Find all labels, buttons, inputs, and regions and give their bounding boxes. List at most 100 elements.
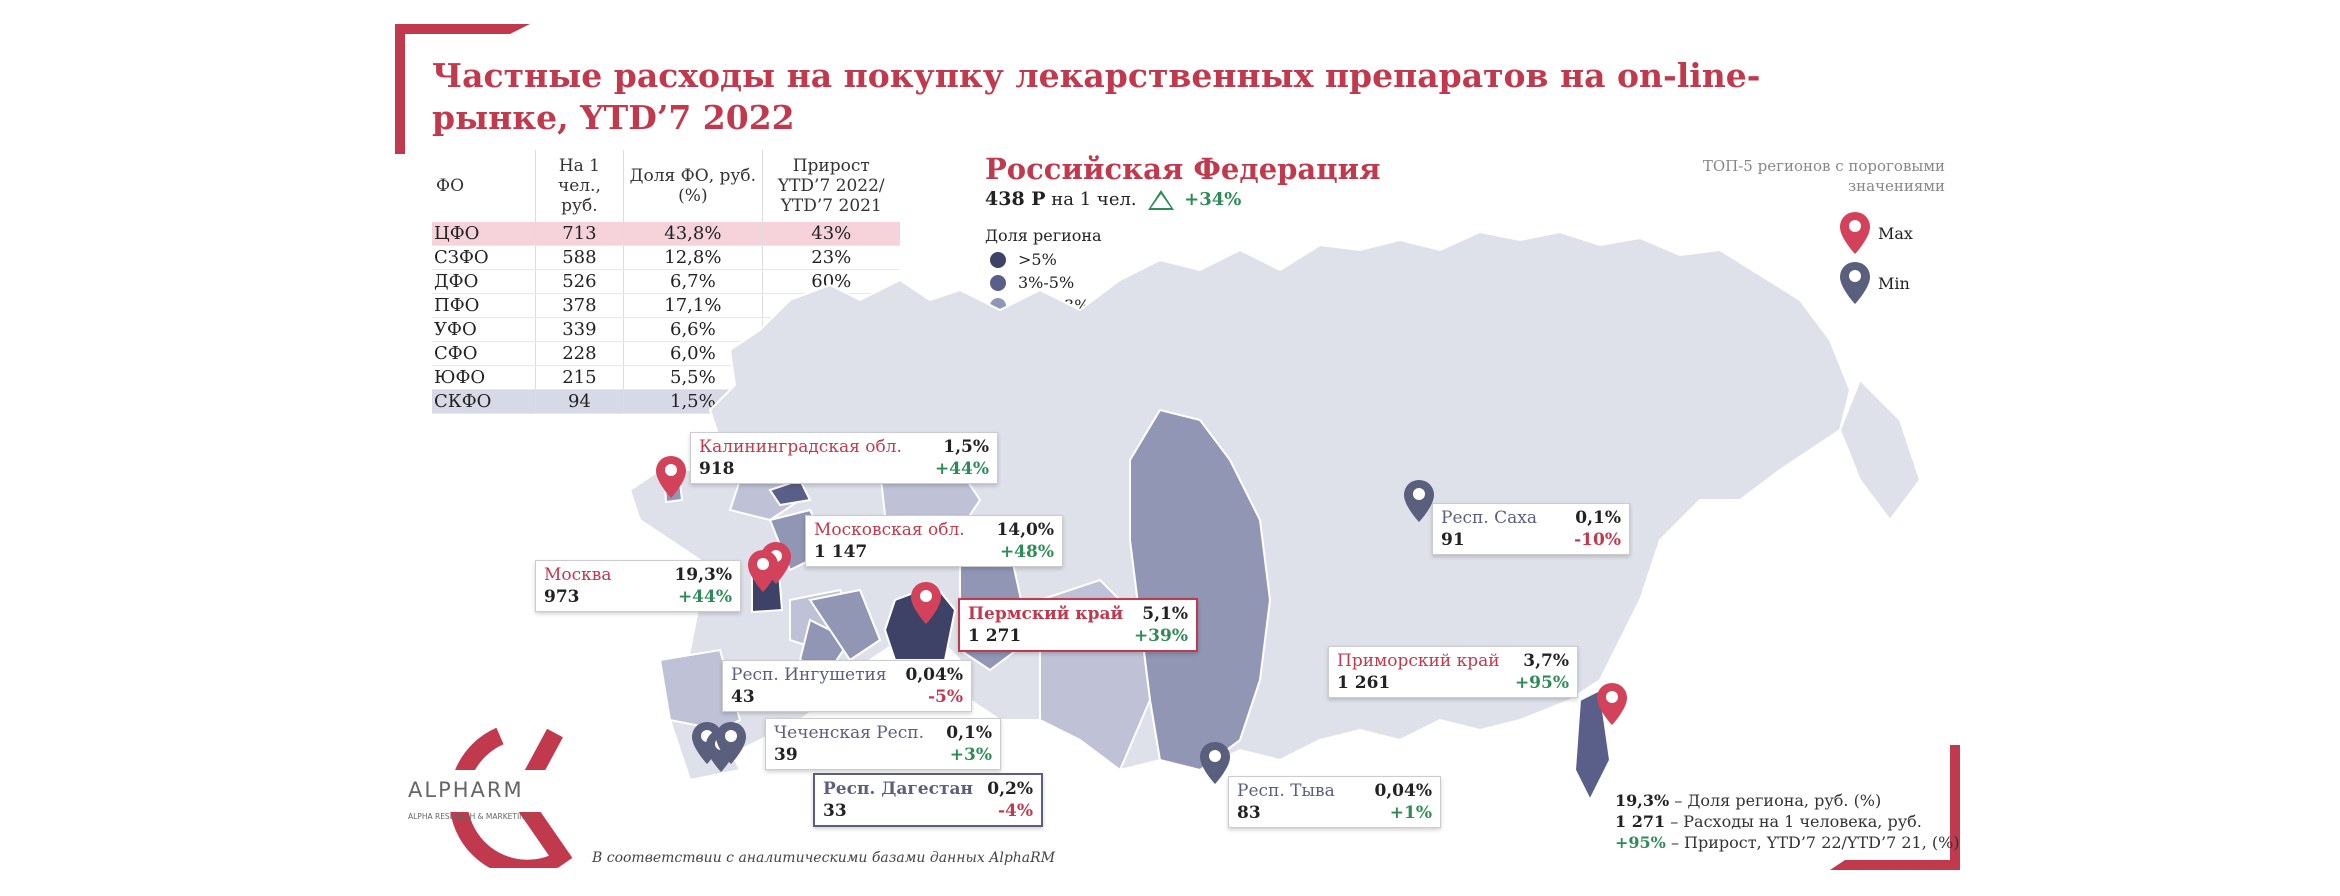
legend-min: Min [1840,262,1910,304]
callout-perm-name: Пермский край [968,604,1124,624]
rf-growth: +34% [1184,189,1242,210]
note-share-value: 19,3% [1615,791,1670,810]
table-cell: СЗФО [432,245,536,270]
callout-perm-spend: 1 271 [968,626,1022,646]
header-fo: ФО [432,150,536,222]
note-growth-value: +95% [1615,833,1666,852]
legend-max-label: Max [1878,223,1913,243]
callout-sakha-name: Респ. Саха [1441,508,1538,528]
callout-kaliningrad-name: Калининградская обл. [699,437,902,457]
explanation-note: 19,3% – Доля региона, руб. (%) 1 271 – Р… [1615,790,1960,853]
triangle-up-icon [1148,190,1175,210]
callout-sakha-share: 0,1% [1575,508,1621,528]
callout-dagestan-share: 0,2% [987,779,1033,799]
table-cell: 378 [535,293,625,318]
callout-moscow-obl: Московская обл. 14,0% 1 147 +48% [805,515,1063,567]
callout-tyva-share: 0,04% [1374,781,1432,801]
callout-tyva: Респ. Тыва 0,04% 83 +1% [1228,776,1441,828]
callout-primorye: Приморский край 3,7% 1 261 +95% [1328,646,1578,698]
table-cell: 6,7% [623,269,763,294]
callout-chechnya-spend: 39 [774,745,798,765]
note-spend-text: – Расходы на 1 человека, руб. [1670,812,1922,831]
map-pin-perm [911,582,941,624]
rf-amount: 438 Р [985,188,1046,210]
map-pin-moscow [748,550,778,592]
callout-moscow: Москва 19,3% 973 +44% [535,560,741,612]
callout-kaliningrad-growth: +44% [934,459,989,479]
table-cell: УФО [432,317,536,342]
callout-moscow-growth: +44% [677,587,732,607]
callout-moscow-obl-growth: +48% [999,542,1054,562]
callout-primorye-growth: +95% [1514,673,1569,693]
map-region-primorye [1573,688,1612,803]
callout-dagestan: Респ. Дагестан 0,2% 33 -4% [813,773,1043,827]
top5-title: ТОП-5 регионов с пороговыми значениями [1702,157,1945,195]
callout-ingushetia-share: 0,04% [905,665,963,685]
legend-label: >5% [1018,250,1057,269]
callout-perm: Пермский край 5,1% 1 271 +39% [958,598,1198,652]
callout-moscow-obl-name: Московская обл. [814,520,965,540]
callout-perm-share: 5,1% [1142,604,1188,624]
callout-primorye-name: Приморский край [1337,651,1500,671]
rf-summary: 438 Р на 1 чел. +34% [985,188,1241,210]
callout-ingushetia: Респ. Ингушетия 0,04% 43 -5% [722,660,972,712]
callout-sakha-spend: 91 [1441,530,1465,550]
callout-moscow-obl-share: 14,0% [996,520,1054,540]
table-cell: 94 [535,389,625,414]
map-pin-dagestan [716,722,746,764]
note-spend-value: 1 271 [1615,812,1666,831]
map-pin-tyva [1200,742,1230,784]
logo-tagline: ALPHA RESEARCH & MARKETING [408,812,531,821]
callout-chechnya-growth: +3% [949,745,992,765]
callout-tyva-spend: 83 [1237,803,1261,823]
table-cell: СКФО [432,389,536,414]
legend-swatch [990,274,1006,291]
table-row: ЦФО 713 43,8% 43% [432,222,900,246]
table-cell: ПФО [432,293,536,318]
table-cell: ЦФО [432,222,536,246]
table-cell: 43,8% [623,222,763,246]
legend-max: Max [1840,212,1913,254]
table-cell: 339 [535,317,625,342]
callout-moscow-spend: 973 [544,587,580,607]
callout-chechnya-name: Чеченская Респ. [774,723,924,743]
table-row: СЗФО 588 12,8% 23% [432,245,900,270]
legend-item: >5% [990,250,1057,269]
callout-primorye-spend: 1 261 [1337,673,1391,693]
callout-tyva-name: Респ. Тыва [1237,781,1335,801]
table-cell: ДФО [432,269,536,294]
table-header-row: ФО На 1 чел., руб. Доля ФО, руб. (%) При… [432,150,900,222]
russia-map [628,230,1922,803]
table-cell: 713 [535,222,625,246]
header-share: Доля ФО, руб. (%) [623,150,763,222]
map-region-kamchatka [1838,378,1922,522]
callout-dagestan-name: Респ. Дагестан [823,779,973,799]
table-cell: 23% [762,245,900,270]
rf-per-person: на 1 чел. [1051,189,1137,210]
header-per-person: На 1 чел., руб. [535,150,625,222]
map-pin-sakha [1404,480,1434,522]
table-cell: 17,1% [623,293,763,318]
callout-sakha: Респ. Саха 0,1% 91 -10% [1432,503,1630,555]
callout-moscow-obl-spend: 1 147 [814,542,868,562]
map-pin-kaliningrad [656,456,686,498]
callout-kaliningrad-spend: 918 [699,459,735,479]
callout-tyva-growth: +1% [1389,803,1432,823]
source-note: В соответствии с аналитическими базами д… [592,850,1056,866]
callout-moscow-name: Москва [544,565,612,585]
callout-ingushetia-name: Респ. Ингушетия [731,665,887,685]
table-cell: 215 [535,365,625,390]
table-cell: 588 [535,245,625,270]
table-cell: 526 [535,269,625,294]
legend-title: Доля региона [985,226,1102,245]
callout-kaliningrad-share: 1,5% [943,437,989,457]
table-cell: 12,8% [623,245,763,270]
note-share-text: – Доля региона, руб. (%) [1674,791,1882,810]
callout-dagestan-spend: 33 [823,801,847,821]
map-pin-primorye [1597,683,1627,725]
page-title: Частные расходы на покупку лекарственных… [432,56,1761,137]
table-cell: СФО [432,341,536,366]
callout-chechnya: Чеченская Респ. 0,1% 39 +3% [765,718,1001,770]
alpharm-logo [405,728,573,868]
table-cell: 6,6% [623,317,763,342]
